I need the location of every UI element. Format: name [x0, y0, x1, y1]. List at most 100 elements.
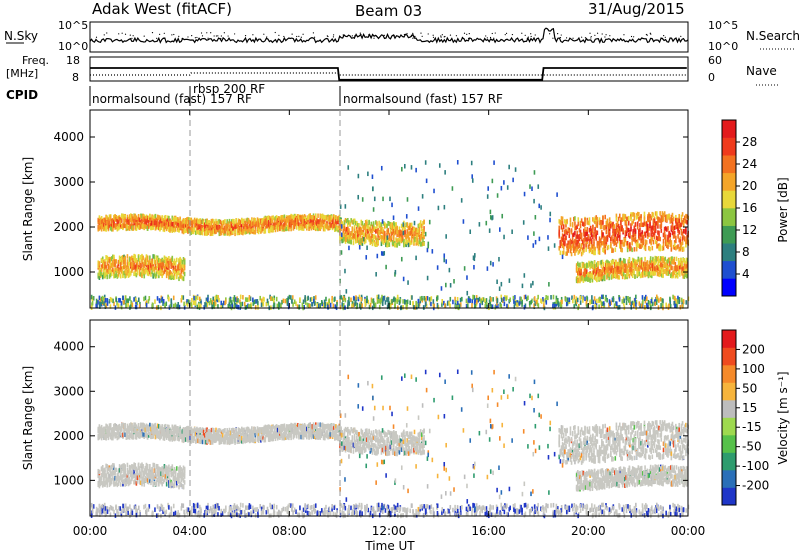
- power-echo-cell: [558, 232, 561, 237]
- power-echo-cell: [449, 296, 452, 302]
- power-echo-cell: [644, 262, 646, 267]
- power-echo-cell: [392, 228, 395, 234]
- power-echo-cell: [658, 269, 661, 275]
- power-echo-cell: [311, 221, 314, 227]
- power-echo-cell: [580, 232, 583, 238]
- power-echo-cell: [576, 261, 579, 267]
- power-echo-cell: [201, 230, 204, 236]
- power-echo-cell: [150, 225, 152, 231]
- power-echo-cell: [622, 271, 625, 277]
- power-echo-cell: [310, 218, 313, 223]
- noise-search-dot: [124, 33, 127, 35]
- noise-search-dot: [646, 34, 648, 36]
- power-echo-cell: [636, 270, 639, 276]
- power-echo-cell: [679, 222, 682, 228]
- power-echo-cell: [107, 225, 110, 230]
- power-echo-cell: [617, 216, 620, 222]
- power-echo-cell: [680, 217, 683, 223]
- power-echo-cell: [159, 262, 161, 268]
- power-echo-cell: [574, 246, 576, 251]
- power-echo-cell: [363, 237, 366, 242]
- power-echo-cell: [106, 301, 109, 306]
- power-echo-cell: [642, 273, 644, 278]
- power-echo-cell: [598, 268, 600, 274]
- noise-search-dot: [298, 35, 300, 37]
- power-echo-cell: [276, 224, 279, 229]
- power-echo-cell: [334, 223, 336, 229]
- noise-search-dot: [311, 37, 313, 39]
- noise-search-dot: [633, 36, 635, 38]
- power-echo-cell: [297, 214, 299, 219]
- power-echo-cell: [134, 213, 137, 219]
- power-echo-cell: [322, 219, 325, 225]
- power-echo-cell: [277, 222, 280, 227]
- power-echo-cell: [183, 228, 186, 233]
- power-echo-cell: [105, 214, 107, 220]
- power-echo-cell: [194, 296, 197, 301]
- power-echo-cell: [323, 224, 326, 229]
- power-echo-cell: [270, 219, 272, 224]
- power-echo-cell: [679, 269, 681, 275]
- power-echo-cell: [355, 221, 358, 226]
- power-echo-cell: [164, 265, 167, 271]
- power-echo-cell: [577, 244, 580, 249]
- power-echo-cell: [666, 259, 669, 264]
- power-echo-cell: [598, 241, 601, 247]
- noise-search-dot: [494, 32, 496, 34]
- power-echo-cell: [640, 238, 642, 243]
- power-echo-cell: [293, 222, 296, 227]
- power-echo-cell: [233, 297, 236, 303]
- power-echo-cell: [575, 225, 577, 231]
- power-echo-cell: [359, 227, 361, 233]
- power-echo-cell: [364, 232, 367, 237]
- power-echo-cell: [293, 299, 296, 304]
- power-echo-cell: [134, 254, 137, 259]
- power-echo-cell: [127, 216, 130, 222]
- power-echo-cell: [595, 233, 598, 239]
- power-echo-cell: [108, 269, 111, 275]
- power-echo-cell: [591, 261, 594, 266]
- power-echo-cell: [410, 233, 413, 239]
- noise-search-dot: [187, 36, 189, 38]
- power-echo-cell: [254, 217, 257, 223]
- power-echo-cell: [587, 276, 589, 282]
- power-echo-cell: [279, 216, 281, 222]
- power-echo-cell: [218, 297, 220, 303]
- noise-search-dot: [534, 34, 536, 36]
- power-echo-cell: [289, 215, 291, 220]
- power-echo-cell: [253, 217, 255, 223]
- noise-right-tick-bottom: 10^0: [708, 40, 738, 53]
- power-echo-cell: [105, 268, 107, 274]
- noise-search-dot: [220, 37, 222, 40]
- power-echo-cell: [210, 219, 213, 224]
- power-echo-cell: [348, 230, 350, 236]
- power-echo-cell: [239, 229, 242, 235]
- power-echo-cell: [211, 224, 214, 230]
- power-echo-cell: [581, 275, 584, 281]
- power-echo-cell: [187, 219, 189, 225]
- power-echo-cell: [187, 227, 189, 232]
- power-echo-cell: [288, 224, 290, 229]
- power-echo-cell: [421, 235, 423, 240]
- power-echo-cell: [597, 273, 599, 278]
- power-echo-cell: [353, 224, 356, 230]
- power-echo-cell: [107, 263, 110, 269]
- power-echo-cell: [372, 226, 375, 232]
- power-echo-cell: [628, 273, 631, 279]
- power-echo-cell: [207, 224, 209, 230]
- power-echo-cell: [607, 260, 609, 265]
- power-echo-cell: [255, 221, 258, 227]
- power-echo-cell: [590, 262, 593, 268]
- noise-search-dot: [505, 32, 508, 34]
- power-echo-cell: [227, 230, 230, 236]
- power-echo-cell: [659, 224, 661, 229]
- power-echo-cell: [104, 264, 106, 270]
- power-echo-cell: [599, 269, 602, 275]
- power-echo-cell: [327, 216, 329, 222]
- power-echo-cell: [613, 230, 615, 235]
- power-echo-cell: [566, 251, 568, 256]
- power-echo-cell: [576, 274, 579, 280]
- power-echo-cell: [310, 215, 313, 220]
- power-echo-cell: [219, 219, 222, 225]
- power-echo-cell: [257, 227, 260, 232]
